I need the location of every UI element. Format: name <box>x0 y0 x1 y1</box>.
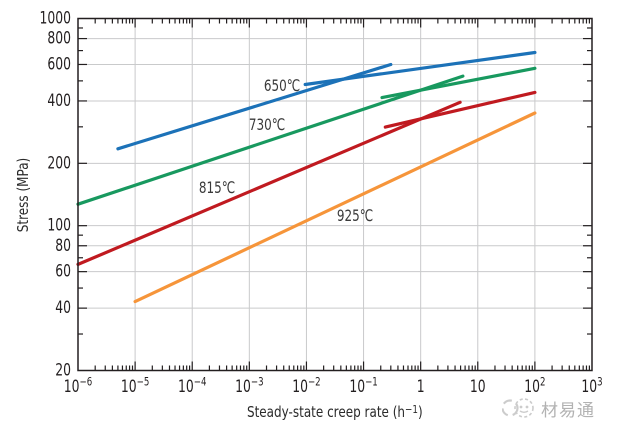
series-label-925℃-wrap: 925℃ <box>337 207 373 225</box>
plot-frame <box>77 17 593 372</box>
series-segment-low-rate-line <box>76 74 465 206</box>
x-tick-label-wrap: 10−3 <box>235 376 263 396</box>
series-label-815℃: 815℃ <box>199 179 235 197</box>
y-axis-title: Stress (MPa) <box>14 157 32 233</box>
x-tick-label: 10 <box>470 377 486 396</box>
y-tick-label: 200 <box>47 154 71 173</box>
x-tick-label-wrap: 10−4 <box>178 376 206 396</box>
x-tick-label: 103 <box>581 376 602 396</box>
y-tick-label-wrap: 800 <box>47 29 71 48</box>
y-tick-label-wrap: 400 <box>47 91 71 110</box>
x-tick-label: 10−2 <box>292 376 320 396</box>
y-tick-label: 60 <box>55 262 71 281</box>
x-axis-title-exponent: −1 <box>405 403 419 416</box>
x-tick-label: 10−3 <box>235 376 263 396</box>
y-tick-label: 20 <box>55 361 71 380</box>
x-tick-label: 10−5 <box>121 376 149 396</box>
x-axis-title: Steady-state creep rate (h−1) <box>247 403 423 421</box>
series-segment-high-rate-line <box>383 90 537 129</box>
x-tick-label: 10−6 <box>64 376 92 396</box>
series-label-925℃: 925℃ <box>337 207 373 225</box>
y-tick-label: 400 <box>47 91 71 110</box>
x-tick-label-wrap: 1 <box>417 377 425 396</box>
y-tick-label-wrap: 1000 <box>40 9 71 28</box>
y-tick-label-wrap: 600 <box>47 55 71 74</box>
series-label-730℃: 730℃ <box>249 116 285 134</box>
y-tick-label-wrap: 100 <box>47 216 71 235</box>
y-tick-label-wrap: 20 <box>55 361 71 380</box>
series-label-650℃: 650℃ <box>264 77 300 95</box>
x-axis-title-text: Steady-state creep rate (h <box>247 403 406 421</box>
y-tick-label: 80 <box>55 236 71 255</box>
series-730℃ <box>76 66 537 206</box>
watermark: 材易通 <box>501 395 595 421</box>
series-label-815℃-wrap: 815℃ <box>199 179 235 197</box>
series-650℃ <box>116 50 537 151</box>
series-segment-high-rate-line <box>303 50 537 87</box>
y-tick-label: 40 <box>55 298 71 317</box>
x-axis-title-close: ) <box>418 403 423 421</box>
y-tick-label: 800 <box>47 29 71 48</box>
series-label-730℃-wrap: 730℃ <box>249 116 285 134</box>
y-tick-label-wrap: 60 <box>55 262 71 281</box>
x-tick-label-wrap: 10−2 <box>292 376 320 396</box>
x-tick-label: 102 <box>524 376 545 396</box>
series-label-650℃-wrap: 650℃ <box>264 77 300 95</box>
x-tick-label-wrap: 102 <box>524 376 545 396</box>
axis-ticks <box>78 18 592 371</box>
x-axis-title-wrap: Steady-state creep rate (h−1) <box>78 402 592 421</box>
series-segment-low-rate-line <box>76 100 462 266</box>
series-segment-high-rate-line <box>380 66 537 100</box>
x-tick-label-wrap: 103 <box>581 376 602 396</box>
y-tick-label: 600 <box>47 55 71 74</box>
watermark-text: 材易通 <box>541 400 595 421</box>
series-815℃ <box>76 90 537 266</box>
series-segment-low-rate-line <box>133 111 537 304</box>
x-tick-label-wrap: 10 <box>470 377 486 396</box>
series-925℃ <box>133 111 537 304</box>
y-tick-label: 1000 <box>40 9 71 28</box>
y-tick-label: 100 <box>47 216 71 235</box>
x-tick-label: 10−1 <box>349 376 377 396</box>
watermark-seal-icon <box>501 395 536 421</box>
y-tick-label-wrap: 200 <box>47 154 71 173</box>
y-tick-label-wrap: 80 <box>55 236 71 255</box>
x-tick-label-wrap: 10−6 <box>64 376 92 396</box>
x-tick-label: 1 <box>417 377 425 396</box>
y-tick-label-wrap: 40 <box>55 298 71 317</box>
x-tick-label: 10−4 <box>178 376 206 396</box>
x-tick-label-wrap: 10−5 <box>121 376 149 396</box>
x-tick-label-wrap: 10−1 <box>349 376 377 396</box>
